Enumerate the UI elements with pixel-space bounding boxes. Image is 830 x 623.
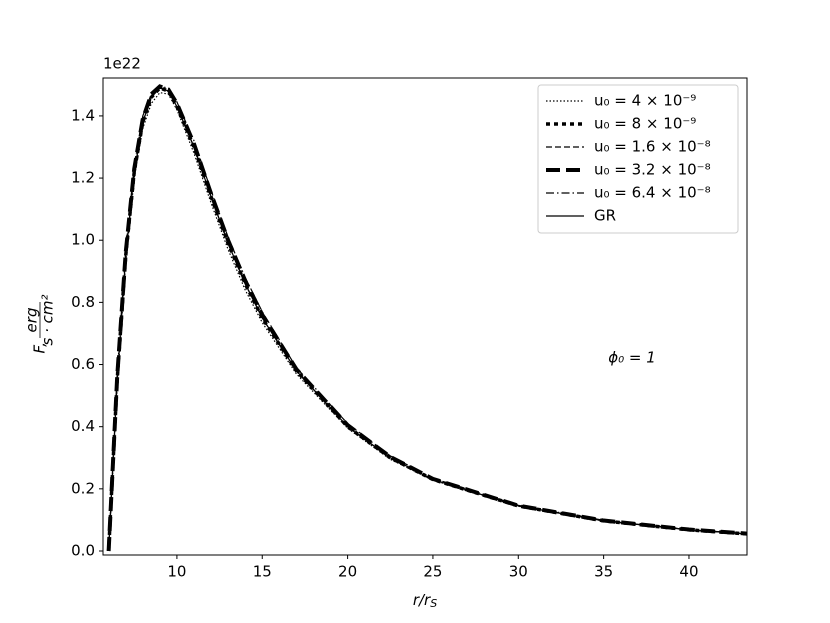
y-tick-label: 0.2 bbox=[71, 479, 95, 497]
y-tick-label: 0.4 bbox=[71, 417, 95, 435]
y-label-denominator: s · cm² bbox=[39, 295, 57, 346]
x-tick-label: 35 bbox=[594, 563, 613, 581]
legend: u₀ = 4 × 10⁻⁹ u₀ = 8 × 10⁻⁹ u₀ = 1.6 × 10⁻… bbox=[537, 84, 739, 234]
x-tick-label: 10 bbox=[167, 563, 186, 581]
x-tick-label: 15 bbox=[253, 563, 272, 581]
x-label-sub: S bbox=[430, 597, 437, 610]
annotation: ϕ₀ = 1 bbox=[608, 349, 656, 367]
legend-label: u₀ = 3.2 × 10⁻⁸ bbox=[594, 161, 711, 179]
x-tick-label: 25 bbox=[423, 563, 442, 581]
y-label-symbol: F, bbox=[31, 342, 49, 353]
legend-box bbox=[537, 84, 739, 234]
x-tick-label: 30 bbox=[509, 563, 528, 581]
y-axis-label: F, erg s · cm² bbox=[23, 295, 57, 354]
x-label-main: r/r bbox=[413, 591, 431, 609]
legend-label: u₀ = 1.6 × 10⁻⁸ bbox=[594, 138, 711, 156]
y-tick-label: 0.0 bbox=[71, 541, 95, 559]
x-tick-label: 40 bbox=[679, 563, 698, 581]
y-offset-label: 1e22 bbox=[103, 55, 141, 73]
legend-label: u₀ = 8 × 10⁻⁹ bbox=[594, 115, 696, 133]
legend-label: u₀ = 4 × 10⁻⁹ bbox=[594, 92, 696, 110]
y-tick-label: 1.0 bbox=[71, 231, 95, 249]
x-tick-label: 20 bbox=[338, 563, 357, 581]
y-tick-label: 1.2 bbox=[71, 169, 95, 187]
y-tick-label: 0.6 bbox=[71, 355, 95, 373]
x-axis-label: r/rS bbox=[413, 591, 437, 611]
y-tick-label: 1.4 bbox=[71, 106, 95, 124]
series-line bbox=[108, 85, 747, 552]
legend-label: GR bbox=[594, 207, 616, 225]
y-label-numerator: erg bbox=[23, 308, 41, 333]
y-tick-label: 0.8 bbox=[71, 293, 95, 311]
legend-label: u₀ = 6.4 × 10⁻⁸ bbox=[594, 184, 711, 202]
series-line bbox=[108, 87, 747, 552]
plot-frame bbox=[102, 77, 748, 556]
